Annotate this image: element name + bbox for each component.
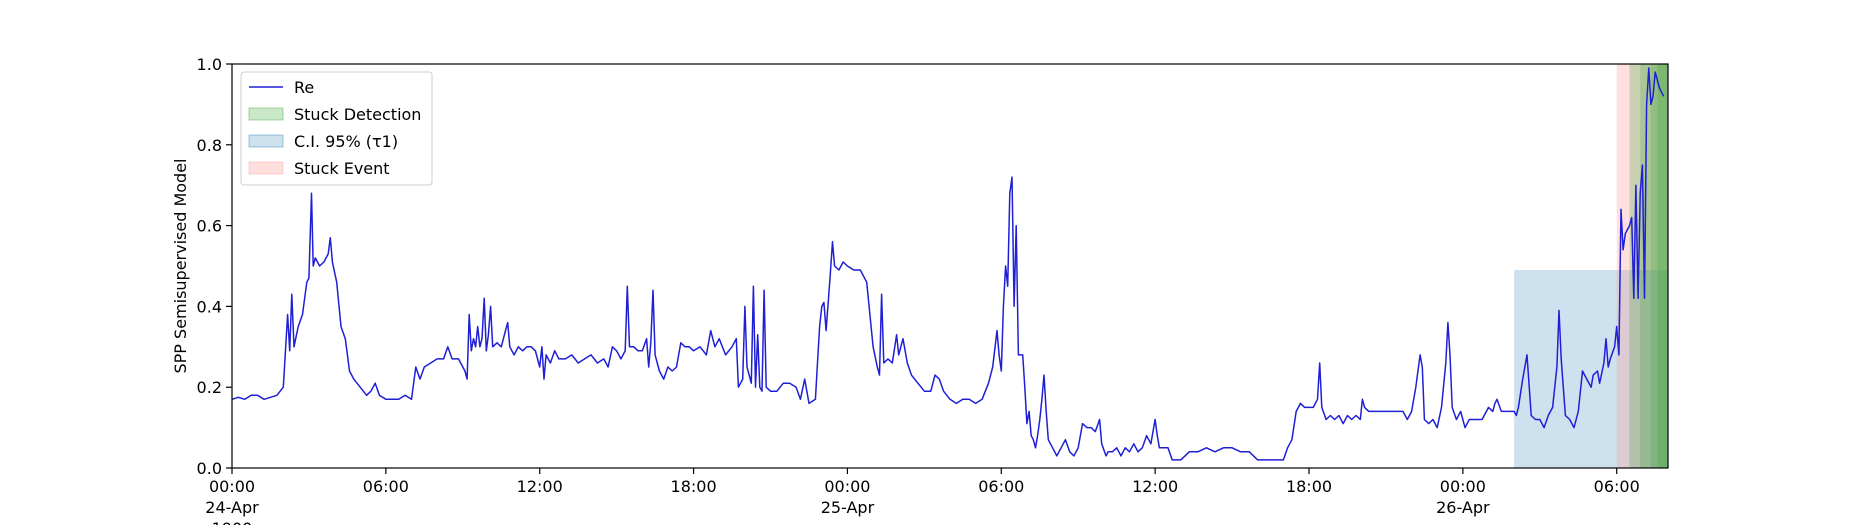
- span-4: [1650, 64, 1668, 468]
- y-tick-label: 1.0: [197, 55, 222, 74]
- x-tick-label: 12:00: [1132, 477, 1178, 496]
- span-5: [1657, 64, 1668, 468]
- y-tick-label: 0.4: [197, 297, 222, 316]
- span-1: [1616, 64, 1668, 468]
- x-tick-label: 25-Apr: [821, 498, 875, 517]
- x-tick-label: 24-Apr: [205, 498, 259, 517]
- legend-label: Stuck Detection: [294, 105, 421, 124]
- x-tick-label: 06:00: [1594, 477, 1640, 496]
- y-tick-label: 0.0: [197, 459, 222, 478]
- y-tick-label: 0.2: [197, 378, 222, 397]
- x-tick-label: 06:00: [978, 477, 1024, 496]
- legend-swatch-patch: [248, 107, 284, 121]
- x-tick-label: 1900: [212, 519, 253, 525]
- x-tick-label: 00:00: [209, 477, 255, 496]
- legend-swatch-patch: [248, 161, 284, 175]
- span-0: [1514, 270, 1668, 468]
- legend-label: Stuck Event: [294, 159, 390, 178]
- x-tick-label: 26-Apr: [1436, 498, 1490, 517]
- shaded-spans: [1514, 64, 1668, 468]
- axes: 0.0 0.2 0.4 0.6 0.8 1.0 00:00 24-Apr 1900 06:00 12…: [197, 55, 1669, 525]
- x-tick-label: 00:00: [824, 477, 870, 496]
- span-2: [1629, 64, 1668, 468]
- series-layer: [231, 67, 1665, 461]
- legend-box: [240, 71, 433, 186]
- x-tick-label: 00:00: [1440, 477, 1486, 496]
- x-tick-label: 12:00: [517, 477, 563, 496]
- legend-label: C.I. 95% (τ1): [294, 132, 398, 151]
- plot-frame: [231, 63, 1669, 469]
- legend: Re Stuck Detection C.I. 95% (τ1) Stuck Even…: [240, 71, 433, 186]
- series-line-0: [231, 67, 1665, 461]
- legend-label: Re: [294, 78, 314, 97]
- y-tick-label: 0.6: [197, 217, 222, 236]
- x-tick-label: 18:00: [671, 477, 717, 496]
- legend-swatch-patch: [248, 134, 284, 148]
- x-tick-label: 18:00: [1286, 477, 1332, 496]
- x-tick-label: 06:00: [363, 477, 409, 496]
- y-axis-label: SPP Semisupervised Model: [171, 159, 190, 374]
- y-tick-label: 0.8: [197, 136, 222, 155]
